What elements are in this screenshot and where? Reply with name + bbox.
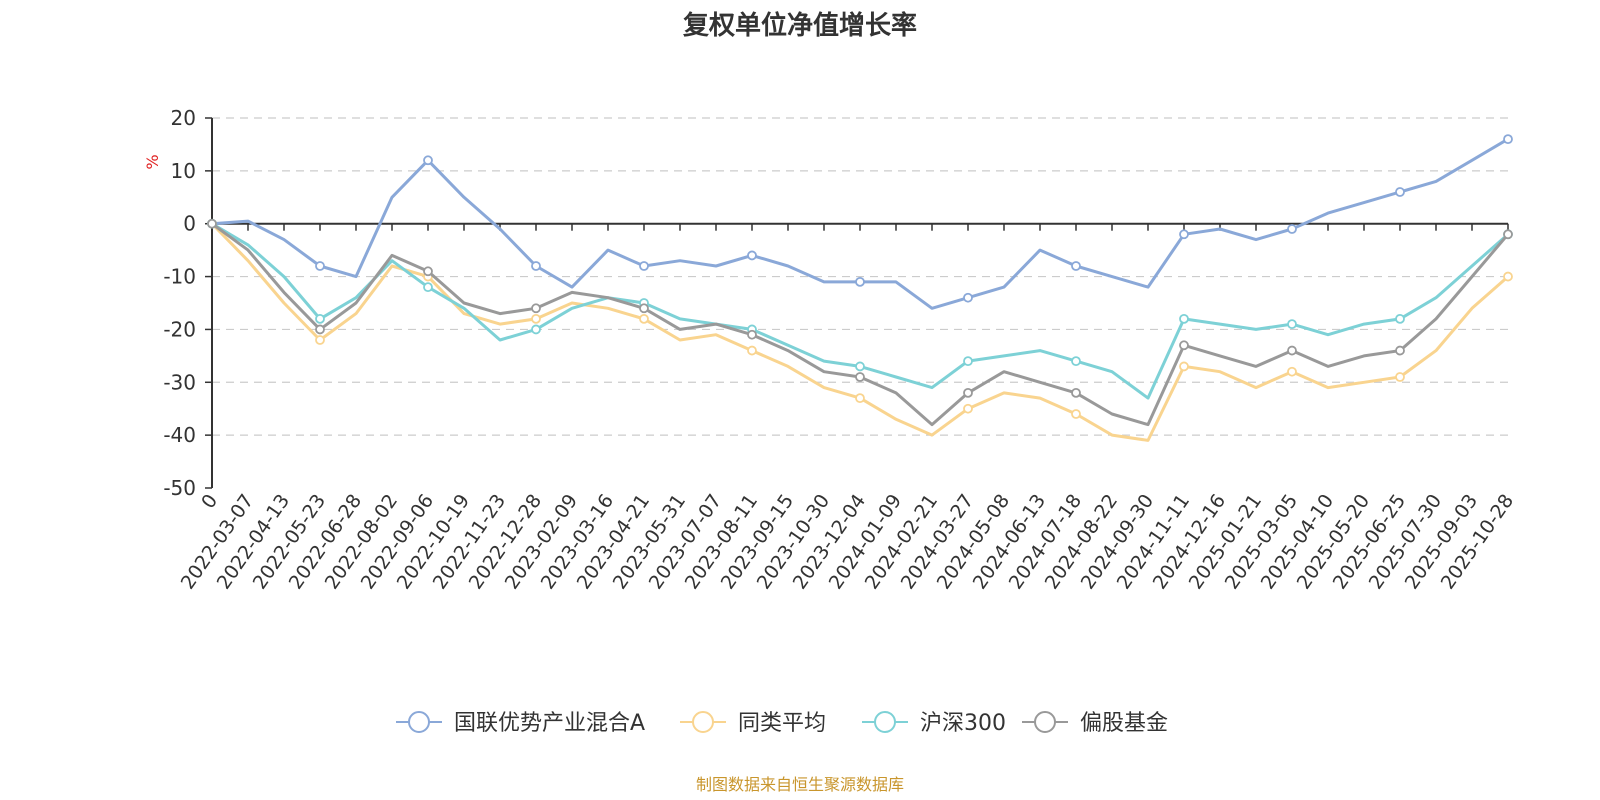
series-point-0 bbox=[747, 250, 757, 261]
axes bbox=[211, 118, 1508, 488]
legend-label: 偏股基金 bbox=[1080, 711, 1168, 736]
series-point-0 bbox=[639, 261, 649, 271]
series-lines bbox=[207, 134, 1513, 442]
series-point-1 bbox=[1503, 271, 1513, 282]
series-point-0 bbox=[423, 155, 433, 166]
y-tick-label: -20 bbox=[163, 317, 196, 341]
legend-item-2[interactable]: 沪深300 bbox=[862, 711, 1006, 736]
series-point-0 bbox=[1287, 224, 1297, 234]
legend-item-0[interactable]: 国联优势产业混合A bbox=[396, 711, 645, 736]
y-tick-label: 10 bbox=[171, 159, 196, 183]
series-point-2 bbox=[1287, 319, 1297, 330]
series-point-0 bbox=[1179, 229, 1189, 240]
series-point-3 bbox=[855, 372, 865, 382]
series-point-3 bbox=[1179, 340, 1189, 351]
series-point-3 bbox=[1503, 229, 1513, 240]
grid-lines bbox=[212, 117, 1508, 436]
series-point-3 bbox=[315, 324, 325, 335]
series-point-3 bbox=[639, 303, 649, 314]
series-point-1 bbox=[747, 345, 757, 356]
y-tick-label: -40 bbox=[163, 423, 196, 447]
series-point-1 bbox=[531, 313, 541, 324]
legend[interactable]: 国联优势产业混合A 同类平均 沪深300 偏股基金 bbox=[396, 711, 1168, 736]
y-axis-unit: % bbox=[143, 154, 162, 169]
series-point-2 bbox=[423, 282, 433, 293]
series-line-2 bbox=[210, 222, 1510, 400]
series-line-1 bbox=[210, 222, 1510, 442]
series-point-0 bbox=[963, 292, 973, 303]
series-point-1 bbox=[1179, 361, 1189, 372]
series-point-0 bbox=[315, 261, 325, 271]
series-point-1 bbox=[639, 313, 649, 324]
y-tick-label: -30 bbox=[163, 370, 196, 394]
series-point-3 bbox=[963, 387, 973, 398]
series-point-0 bbox=[855, 276, 865, 287]
series-point-3 bbox=[423, 266, 433, 277]
series-point-2 bbox=[1395, 313, 1405, 324]
x-tick-label: 0 bbox=[197, 490, 222, 513]
series-point-1 bbox=[1395, 372, 1405, 382]
series-point-2 bbox=[315, 313, 325, 324]
y-tick-label: -10 bbox=[163, 265, 196, 289]
x-axis-ticks: 02022-03-072022-04-132022-05-232022-06-2… bbox=[177, 223, 1518, 593]
legend-marker bbox=[1034, 711, 1056, 733]
series-point-3 bbox=[207, 218, 217, 229]
y-axis-ticks: 20 10 0 -10 -20 -30 -40 -50 bbox=[163, 106, 212, 500]
legend-label: 国联优势产业混合A bbox=[454, 711, 645, 736]
series-point-0 bbox=[531, 261, 541, 271]
y-tick-label: -50 bbox=[163, 476, 196, 500]
legend-marker bbox=[874, 711, 896, 733]
series-point-2 bbox=[963, 356, 973, 367]
series-point-3 bbox=[531, 303, 541, 314]
series-point-0 bbox=[1071, 261, 1081, 271]
series-point-3 bbox=[747, 329, 757, 340]
series-point-2 bbox=[1071, 356, 1081, 367]
legend-item-1[interactable]: 同类平均 bbox=[680, 711, 826, 736]
series-point-3 bbox=[1395, 345, 1405, 356]
legend-marker bbox=[692, 711, 714, 733]
y-tick-label: 0 bbox=[183, 212, 196, 236]
data-source-note: 制图数据来自恒生聚源数据库 bbox=[696, 775, 904, 794]
series-point-3 bbox=[1071, 387, 1081, 398]
series-point-2 bbox=[531, 324, 541, 335]
series-point-2 bbox=[855, 361, 865, 372]
legend-item-3[interactable]: 偏股基金 bbox=[1022, 711, 1168, 736]
series-point-0 bbox=[1503, 134, 1513, 145]
chart-title: 复权单位净值增长率 bbox=[683, 10, 917, 41]
series-point-0 bbox=[1395, 187, 1405, 197]
series-point-1 bbox=[855, 393, 865, 404]
series-point-1 bbox=[1071, 409, 1081, 419]
series-point-1 bbox=[1287, 366, 1297, 377]
y-tick-label: 20 bbox=[171, 106, 196, 130]
series-point-1 bbox=[315, 335, 325, 345]
legend-label: 同类平均 bbox=[738, 711, 826, 736]
legend-label: 沪深300 bbox=[920, 711, 1006, 736]
series-point-2 bbox=[1179, 313, 1189, 324]
series-point-1 bbox=[963, 403, 973, 414]
series-point-3 bbox=[1287, 345, 1297, 356]
legend-marker bbox=[408, 711, 430, 733]
